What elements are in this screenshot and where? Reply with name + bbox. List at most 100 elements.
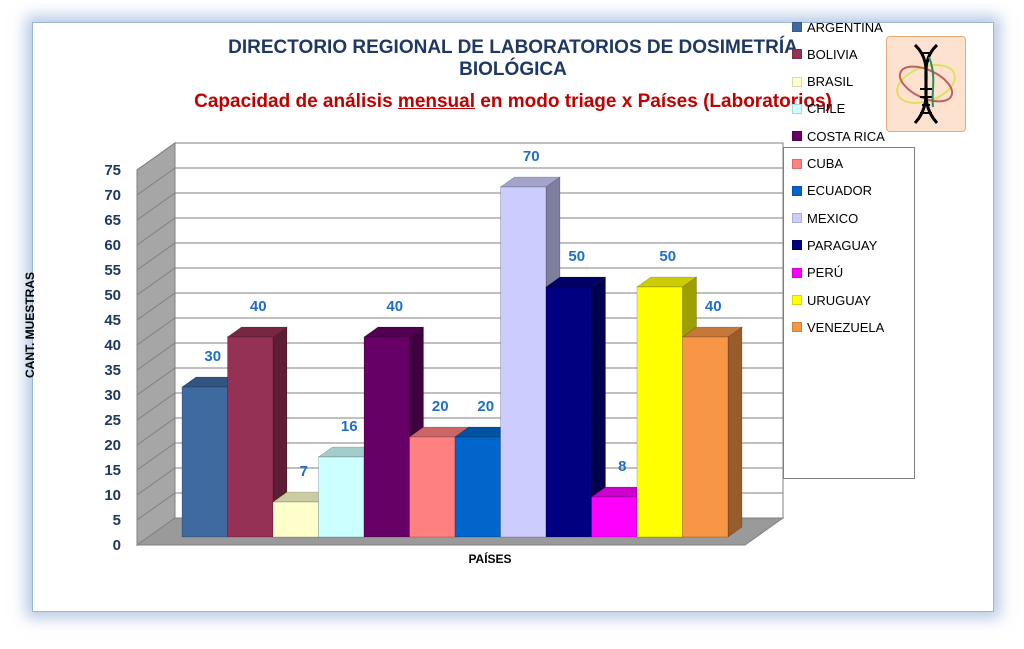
y-tick-label: 20 [104, 437, 121, 454]
legend-swatch [792, 103, 802, 114]
y-tick-label: 65 [104, 212, 121, 229]
data-label: 20 [477, 398, 494, 415]
bar [227, 336, 274, 538]
legend-swatch [792, 131, 802, 142]
y-tick-label: 55 [104, 262, 121, 279]
bar [636, 286, 683, 538]
legend-swatch [792, 240, 802, 251]
data-label: 8 [618, 458, 626, 475]
legend-label: BOLIVIA [807, 46, 858, 62]
x-axis-label: PAÍSES [468, 552, 512, 566]
legend-label: VENEZUELA [807, 319, 885, 335]
legend-item: VENEZUELA [792, 319, 884, 335]
data-label: 40 [386, 298, 403, 315]
bar [545, 286, 592, 538]
legend-swatch [792, 213, 802, 224]
bar [363, 336, 410, 538]
side-wall [136, 142, 176, 546]
legend-swatch [792, 158, 802, 169]
bar [272, 501, 319, 538]
y-tick-label: 5 [113, 512, 121, 529]
chart-title-line1: DIRECTORIO REGIONAL DE LABORATORIOS DE D… [228, 37, 798, 58]
data-label: 7 [300, 463, 308, 480]
gridline-side [136, 142, 176, 171]
gridline-side [136, 442, 176, 471]
gridline-side [136, 292, 176, 321]
gridline-side [136, 367, 176, 396]
legend-label: BRASIL [807, 74, 854, 90]
data-label: 50 [568, 248, 585, 265]
y-tick-label: 70 [104, 187, 121, 204]
legend-label: MEXICO [807, 210, 859, 226]
bar-side [727, 326, 743, 538]
legend-item: CUBA [792, 156, 843, 172]
y-axis-label: CANT. MUESTRAS [23, 271, 37, 379]
legend-item: BOLIVIA [792, 46, 858, 62]
subtitle-underlined: mensual [397, 91, 476, 112]
gridline-side [136, 217, 176, 246]
y-tick-label: 40 [104, 337, 121, 354]
legend-swatch [792, 49, 802, 60]
legend-item: ARGENTINA [792, 19, 883, 35]
legend-item: ECUADOR [792, 183, 872, 199]
legend-item: COSTA RICA [792, 128, 885, 144]
data-label: 50 [659, 248, 676, 265]
y-tick-label: 35 [104, 362, 121, 379]
legend-label: ECUADOR [807, 183, 873, 199]
y-tick-label: 75 [104, 162, 121, 179]
bar [500, 186, 547, 538]
gridline-side [136, 192, 176, 221]
legend-label: URUGUAY [807, 292, 872, 308]
chart-legend: ARGENTINA BOLIVIA BRASIL CHILE COSTA RICA CUB… [783, 20, 915, 479]
y-tick-label: 0 [113, 537, 121, 554]
data-label: 70 [523, 148, 540, 165]
legend-label: PARAGUAY [807, 237, 878, 253]
data-label: 30 [204, 348, 221, 365]
legend-item: MEXICO [792, 210, 858, 226]
gridline-side [136, 417, 176, 446]
legend-label: PERÚ [807, 265, 844, 281]
y-tick-label: 30 [104, 387, 121, 404]
legend-label: CHILE [807, 101, 846, 117]
legend-label: COSTA RICA [807, 128, 885, 144]
subtitle-post: en modo triage x Países (Laboratorios) [475, 91, 832, 112]
legend-item: URUGUAY [792, 292, 871, 308]
legend-item: BRASIL [792, 74, 853, 90]
legend-label: ARGENTINA [807, 19, 883, 35]
bar [454, 436, 501, 538]
legend-item: CHILE [792, 101, 845, 117]
gridline-side [136, 242, 176, 271]
legend-label: CUBA [807, 156, 844, 171]
legend-swatch [792, 76, 802, 87]
gridline-side [136, 267, 176, 296]
bar [591, 496, 638, 538]
legend-swatch [792, 22, 802, 32]
gridline-side [136, 317, 176, 346]
y-tick-label: 15 [104, 462, 121, 479]
gridline-side [136, 167, 176, 196]
gridline-side [136, 467, 176, 496]
legend-swatch [792, 322, 802, 333]
data-label: 16 [341, 418, 358, 435]
y-tick-label: 50 [104, 287, 121, 304]
bar [318, 456, 365, 538]
data-label: 40 [250, 298, 267, 315]
data-label: 20 [432, 398, 449, 415]
dna-icon [886, 36, 966, 132]
y-tick-label: 45 [104, 312, 121, 329]
data-label: 40 [705, 298, 722, 315]
subtitle-pre: Capacidad de análisis [194, 91, 398, 112]
gridline-side [136, 392, 176, 421]
bar [409, 436, 456, 538]
y-tick-label: 25 [104, 412, 121, 429]
gridline-side [136, 492, 176, 521]
bar [181, 386, 228, 538]
legend-swatch [792, 295, 802, 305]
y-tick-label: 60 [104, 237, 121, 254]
legend-swatch [792, 185, 802, 196]
bar [682, 336, 729, 538]
chart-title: DIRECTORIO REGIONAL DE LABORATORIOS DE D… [33, 37, 993, 81]
legend-swatch [792, 267, 802, 278]
legend-item: PARAGUAY [792, 237, 877, 253]
